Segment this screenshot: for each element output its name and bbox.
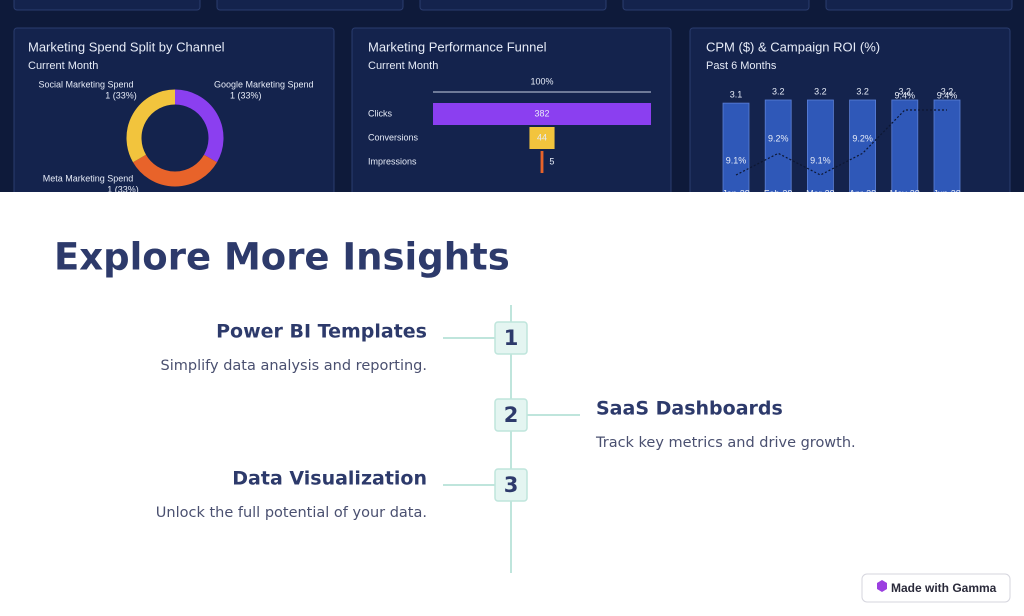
slice-value-label: 1 (33%): [105, 90, 137, 100]
cpm-label: 3.2: [941, 86, 954, 96]
stage-value: 44: [537, 132, 547, 142]
stage-label: Clicks: [368, 108, 392, 118]
dashboard-image: Marketing Spend Split by Channel Current…: [0, 0, 1024, 198]
panel-title: Marketing Performance Funnel: [368, 39, 547, 54]
funnel-bar: [529, 127, 555, 149]
item-description: Simplify data analysis and reporting.: [161, 358, 427, 374]
cpm-label: 3.1: [730, 90, 743, 100]
badge[interactable]: Made with Gamma: [861, 573, 1011, 603]
category-label: Apr-28: [849, 188, 876, 198]
cpm-label: 3.2: [772, 86, 785, 96]
cpm-bar: [933, 99, 961, 192]
stage-label: Conversions: [368, 132, 419, 142]
category-label: Feb-28: [764, 188, 793, 198]
card: [216, 0, 404, 11]
item-title: Data Visualization: [232, 468, 427, 490]
number-box: [494, 398, 528, 432]
badge-box[interactable]: [861, 573, 1011, 603]
cpm-bar: [891, 99, 919, 192]
donut-slice: [174, 89, 224, 163]
slice-label: Social Marketing Spend: [38, 79, 133, 89]
slice-label: Google Marketing Spend: [214, 79, 314, 89]
cpm-label: 3.2: [814, 86, 827, 96]
category-label: Mar-28: [806, 188, 835, 198]
panel: [13, 27, 335, 192]
funnel-bar: [540, 151, 544, 173]
heading: Explore More Insights: [54, 236, 510, 279]
panel-title: CPM ($) & Campaign ROI (%): [706, 39, 880, 54]
stage-value: 5: [549, 156, 554, 166]
cpm-bar: [722, 102, 750, 192]
panel-subtitle: Past 6 Months: [706, 60, 777, 72]
panel-subtitle: Current Month: [368, 60, 438, 72]
number: 2: [504, 403, 519, 427]
item-title: Power BI Templates: [216, 321, 427, 343]
roi-label: 9.2%: [852, 134, 873, 144]
number: 3: [504, 473, 519, 497]
donut-slice: [133, 154, 217, 187]
number: 1: [504, 326, 519, 350]
number-box: [494, 468, 528, 502]
cpm-label: 3.2: [899, 86, 912, 96]
stage-label: Impressions: [368, 156, 417, 166]
roi-label: 9.4%: [895, 90, 916, 100]
cpm-bar: [807, 99, 834, 192]
roi-label: 9.1%: [726, 155, 747, 165]
cpm-bar: [764, 99, 792, 192]
insights-section: Explore More Insights 1 Power BI Template…: [54, 236, 856, 573]
number-box: [494, 321, 528, 355]
panel-subtitle: Current Month: [28, 60, 98, 72]
roi-label: 9.4%: [937, 90, 958, 100]
item-description: Track key metrics and drive growth.: [595, 435, 856, 451]
scale-label: 100%: [530, 76, 553, 86]
cpm-bar: [849, 99, 876, 192]
panel-title: Marketing Spend Split by Channel: [28, 39, 225, 54]
category-label: Jan-28: [722, 188, 750, 198]
roi-label: 9.2%: [768, 134, 789, 144]
item-title: SaaS Dashboards: [596, 398, 783, 420]
category-label: Jun-28: [933, 188, 961, 198]
roi-label: 9.1%: [810, 155, 831, 165]
stage-value: 382: [534, 108, 549, 118]
funnel-bar: [433, 103, 651, 125]
slice-label: Meta Marketing Spend: [43, 173, 134, 183]
slice-value-label: 1 (33%): [107, 184, 139, 194]
cpm-label: 3.2: [856, 86, 869, 96]
card: [622, 0, 810, 11]
badge-icon: [877, 580, 887, 592]
badge-text[interactable]: Made with Gamma: [891, 581, 997, 595]
donut-slice: [126, 89, 176, 163]
slice-value-label: 1 (33%): [230, 90, 262, 100]
card: [419, 0, 607, 11]
item-description: Unlock the full potential of your data.: [156, 505, 427, 521]
roi-line: [735, 109, 947, 176]
category-label: May-28: [890, 188, 920, 198]
card: [13, 0, 201, 11]
card: [825, 0, 1013, 11]
